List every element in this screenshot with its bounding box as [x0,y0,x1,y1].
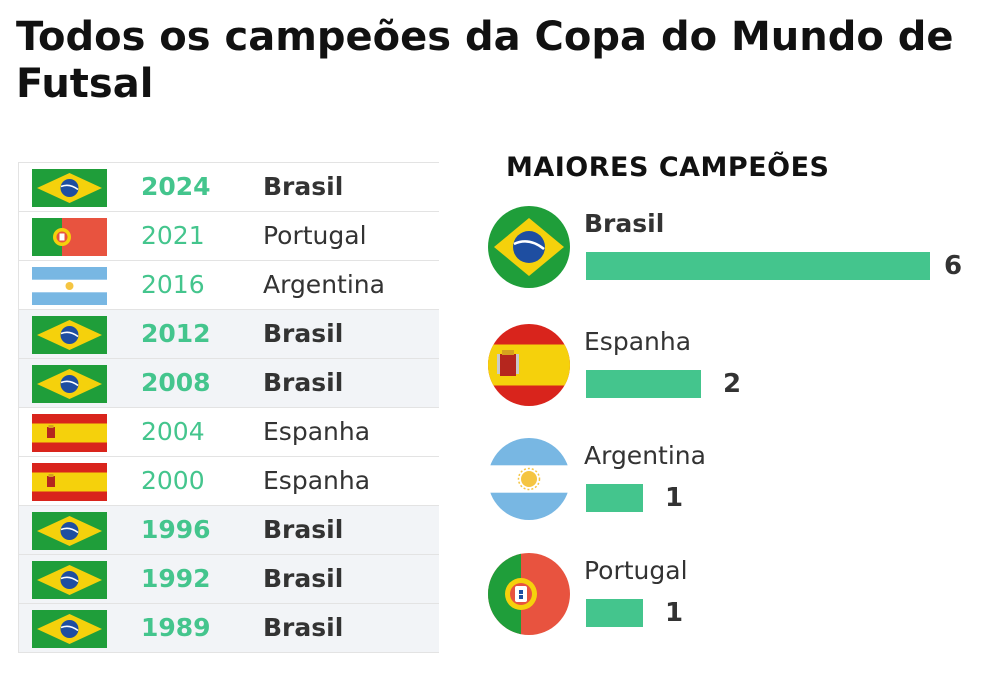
brazil-flag-icon [32,610,107,648]
row-year: 2012 [141,319,211,348]
row-year: 2004 [141,417,205,446]
row-country: Brasil [263,172,344,201]
bar [586,370,701,398]
bar-value-label: 1 [665,598,684,628]
chart-title: MAIORES CAMPEÕES [506,152,830,183]
champions-table: 2024 Brasil 2021 Portugal 2016 Argentina 2012 B… [18,162,439,653]
champion-name: Brasil [584,209,665,238]
bar-value-label: 2 [723,369,742,399]
row-country: Espanha [263,417,371,446]
bar [586,599,643,627]
bar [586,484,643,512]
brazil-flag-icon [32,316,107,354]
row-year: 2008 [141,368,211,397]
table-row: 2016 Argentina [18,261,439,310]
brazil-flag-icon [32,561,107,599]
argentina-flag-icon [32,267,107,305]
brazil-flag-icon [488,206,570,288]
row-country: Brasil [263,564,344,593]
row-year: 1992 [141,564,211,593]
row-year: 2024 [141,172,211,201]
table-row: 2021 Portugal [18,212,439,261]
table-row: 2000 Espanha [18,457,439,506]
page-title: Todos os campeões da Copa do Mundo de Fu… [16,14,954,107]
bar [586,252,930,280]
row-country: Argentina [263,270,385,299]
champion-name: Portugal [584,556,688,585]
table-row: 2012 Brasil [18,310,439,359]
row-year: 1989 [141,613,211,642]
spain-flag-icon [32,463,107,501]
champion-item: Espanha 2 [488,324,978,408]
portugal-flag-icon [32,218,107,256]
row-year: 2016 [141,270,205,299]
brazil-flag-icon [32,365,107,403]
row-year: 2000 [141,466,205,495]
row-country: Brasil [263,368,344,397]
table-row: 1989 Brasil [18,604,439,653]
row-country: Brasil [263,613,344,642]
table-row: 1992 Brasil [18,555,439,604]
bar-value-label: 6 [944,251,963,281]
row-country: Brasil [263,515,344,544]
portugal-flag-icon [488,553,570,635]
champion-name: Argentina [584,441,706,470]
row-year: 1996 [141,515,211,544]
champion-name: Espanha [584,327,692,356]
table-row: 2004 Espanha [18,408,439,457]
brazil-flag-icon [32,512,107,550]
champion-item: Brasil 6 [488,206,978,290]
table-row: 1996 Brasil [18,506,439,555]
spain-flag-icon [488,324,570,406]
row-country: Portugal [263,221,367,250]
champion-item: Argentina 1 [488,438,978,522]
table-row: 2024 Brasil [18,163,439,212]
champion-item: Portugal 1 [488,553,978,637]
table-row: 2008 Brasil [18,359,439,408]
argentina-flag-icon [488,438,570,520]
row-country: Espanha [263,466,371,495]
spain-flag-icon [32,414,107,452]
row-year: 2021 [141,221,205,250]
brazil-flag-icon [32,169,107,207]
bar-value-label: 1 [665,483,684,513]
row-country: Brasil [263,319,344,348]
